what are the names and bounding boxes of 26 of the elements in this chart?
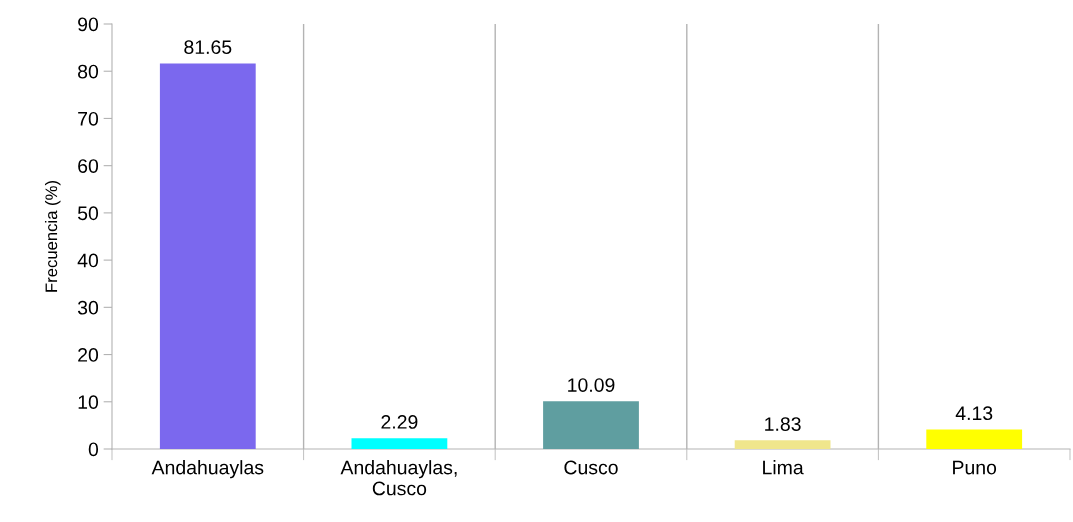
x-tick-label: Cusco <box>564 460 618 475</box>
y-tick-label: 60 <box>78 159 99 173</box>
y-tick-label: 20 <box>78 348 99 362</box>
y-tick-label: 40 <box>77 253 99 268</box>
data-label: 4.13 <box>955 406 993 421</box>
data-label: 1.83 <box>765 417 801 431</box>
x-tick-label: Lima <box>763 460 804 475</box>
y-tick-label: 80 <box>78 64 99 79</box>
bar <box>159 63 256 449</box>
y-tick-label: 90 <box>78 17 99 32</box>
x-tick-label: Andahuaylas <box>151 460 264 479</box>
bar <box>926 429 1023 449</box>
x-tick-label: Andahuaylas, Cusco <box>340 460 457 496</box>
x-tick-label: Puno <box>953 460 997 475</box>
y-axis-title: Frecuencia (%) <box>44 181 61 292</box>
y-tick-label: 30 <box>77 300 99 315</box>
y-tick-label: 70 <box>78 111 99 126</box>
y-tick-label: 10 <box>78 395 99 410</box>
y-tick-label: 0 <box>88 442 99 457</box>
bar <box>543 401 639 449</box>
data-label: 10.09 <box>568 378 615 392</box>
bar <box>351 438 448 449</box>
data-label: 2.29 <box>381 415 418 429</box>
data-label: 81.65 <box>184 40 232 55</box>
bar <box>734 440 831 449</box>
y-tick-label: 50 <box>77 206 99 221</box>
